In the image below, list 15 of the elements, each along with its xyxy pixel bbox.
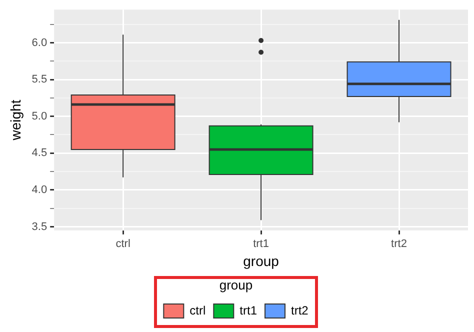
y-tick-label: 4.5 [32, 147, 48, 160]
x-tick-label: trt1 [253, 238, 269, 250]
y-tick-label: 4.0 [32, 184, 48, 196]
y-tick-label: 5.0 [32, 110, 48, 122]
legend-label: trt1 [240, 303, 258, 318]
legend-label: ctrl [190, 303, 206, 318]
y-axis-title: weight [7, 100, 24, 142]
y-tick-label: 3.5 [32, 220, 48, 233]
x-tick-label: ctrl [116, 238, 130, 250]
x-axis-title: group [243, 252, 280, 269]
legend-label: trt2 [291, 303, 309, 318]
legend-title: group [219, 277, 253, 292]
x-tick-label: trt2 [391, 238, 407, 250]
y-tick-label: 5.5 [32, 74, 48, 86]
y-tick-label: 6.0 [32, 36, 48, 49]
